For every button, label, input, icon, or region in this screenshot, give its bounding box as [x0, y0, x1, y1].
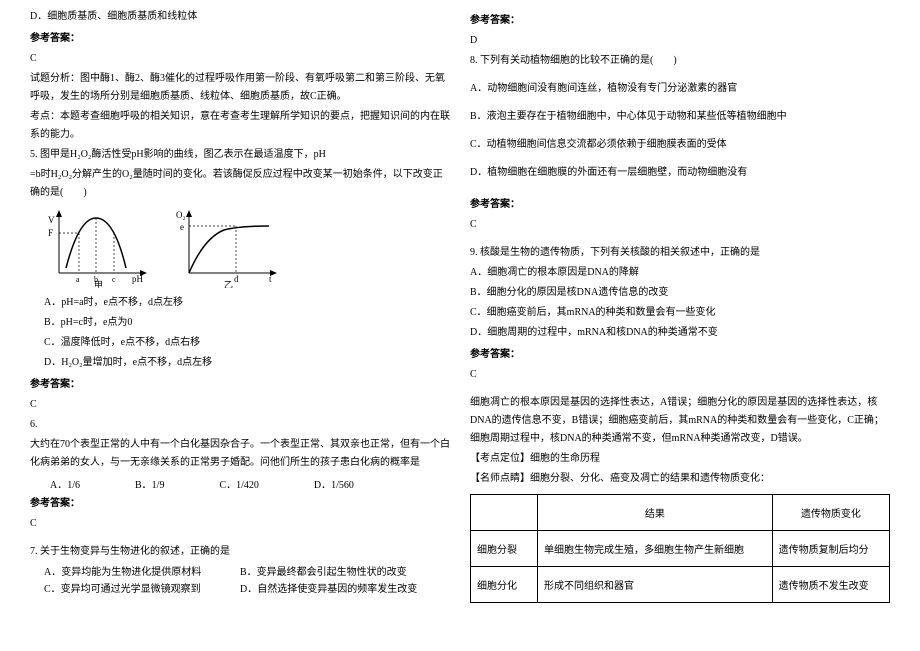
q9-option-d: D．细胞周期的过程中，mRNA和核DNA的种类通常不变 [470, 324, 890, 342]
q9-analysis: 细胞凋亡的根本原因是基因的选择性表达，A错误；细胞分化的原因是基因的选择性表达，… [470, 394, 890, 448]
q8-stem: 8. 下列有关动植物细胞的比较不正确的是( ) [470, 52, 890, 70]
result-table: 结果 遗传物质变化 细胞分裂 单细胞生物完成生殖，多细胞生物产生新细胞 遗传物质… [470, 494, 890, 603]
right-column: 参考答案： D 8. 下列有关动植物细胞的比较不正确的是( ) A．动物细胞间没… [460, 8, 900, 643]
cell-r2c1: 形成不同组织和器官 [538, 567, 773, 603]
svg-text:pH: pH [132, 274, 144, 284]
q5-charts: V F a b c pH 甲 O₂ e d t 乙 [44, 208, 450, 288]
answer-label: 参考答案： [30, 376, 450, 394]
chart-yi: O₂ e d t 乙 [174, 208, 284, 288]
q4-analysis: 试题分析：图中酶1、酶2、酶3催化的过程呼吸作用第一阶段、有氧呼吸第二和第三阶段… [30, 70, 450, 106]
q6-option-d: D．1/560 [314, 476, 354, 491]
table-row: 细胞分化 形成不同组织和器官 遗传物质不发生改变 [471, 567, 890, 603]
q5-stem-1: 5. 图甲是H₂O₂酶活性受pH影响的曲线，图乙表示在最适温度下，pH [30, 146, 450, 164]
q7-option-b: B．变异最终都会引起生物性状的改变 [240, 563, 450, 578]
q4-option-d: D．细胞质基质、细胞质基质和线粒体 [30, 8, 450, 26]
svg-text:a: a [76, 275, 80, 284]
q4-answer: C [30, 50, 450, 68]
cell-r1c2: 遗传物质复制后均分 [772, 531, 889, 567]
q5-option-b: B．pH=c时，e点为0 [30, 314, 450, 332]
q5-option-d: D．H₂O₂量增加时，e点不移，d点左移 [30, 354, 450, 372]
cell-r1c0: 细胞分裂 [471, 531, 538, 567]
answer-label: 参考答案： [30, 495, 450, 513]
q9-answer: C [470, 366, 890, 384]
chart2-d: d [234, 274, 239, 284]
q7-option-a: A．变异均能为生物进化提供原材料 [30, 563, 240, 578]
cell-r2c2: 遗传物质不发生改变 [772, 567, 889, 603]
left-column: D．细胞质基质、细胞质基质和线粒体 参考答案： C 试题分析：图中酶1、酶2、酶… [20, 8, 460, 643]
answer-label: 参考答案： [470, 196, 890, 214]
cell-r1c1: 单细胞生物完成生殖，多细胞生物产生新细胞 [538, 531, 773, 567]
chart2-title: 乙 [224, 280, 233, 288]
q7-options-row1: A．变异均能为生物进化提供原材料 B．变异最终都会引起生物性状的改变 [30, 563, 450, 578]
q7-stem: 7. 关于生物变异与生物进化的叙述，正确的是 [30, 543, 450, 561]
q6-option-a: A．1/6 [50, 476, 80, 491]
q9-stem: 9. 核酸是生物的遗传物质，下列有关核酸的相关叙述中，正确的是 [470, 244, 890, 262]
q7-options-row2: C．变异均可通过光学显微镜观察到 D．自然选择使变异基因的频率发生改变 [30, 580, 450, 595]
q9-point: 【考点定位】细胞的生命历程 [470, 450, 890, 468]
q8-option-b: B．液泡主要存在于植物细胞中，中心体见于动物和某些低等植物细胞中 [470, 108, 890, 126]
q8-option-d: D．植物细胞在细胞膜的外面还有一层细胞壁，而动物细胞没有 [470, 164, 890, 182]
q5-stem-2: =b时H₂O₂分解产生的O₂量随时间的变化。若该酶促反应过程中改变某一初始条件，… [30, 166, 450, 202]
chart1-title: 甲 [94, 280, 103, 288]
table-header-change: 遗传物质变化 [772, 495, 889, 531]
q6-answer: C [30, 515, 450, 533]
answer-label: 参考答案： [470, 346, 890, 364]
chart2-e: e [180, 222, 184, 232]
table-row: 细胞分裂 单细胞生物完成生殖，多细胞生物产生新细胞 遗传物质复制后均分 [471, 531, 890, 567]
q9-option-c: C．细胞癌变前后，其mRNA的种类和数量会有一些变化 [470, 304, 890, 322]
cell-r2c0: 细胞分化 [471, 567, 538, 603]
q6-option-c: C．1/420 [219, 476, 258, 491]
svg-text:t: t [269, 274, 272, 284]
q9-option-b: B．细胞分化的原因是核DNA遗传信息的改变 [470, 284, 890, 302]
q5-option-c: C．温度降低时，e点不移，d点右移 [30, 334, 450, 352]
answer-label: 参考答案： [470, 12, 890, 30]
q9-teacher-note: 【名师点睛】细胞分裂、分化、癌变及凋亡的结果和遗传物质变化： [470, 470, 890, 488]
q8-answer: C [470, 216, 890, 234]
chart-jia: V F a b c pH 甲 [44, 208, 154, 288]
answer-label: 参考答案： [30, 30, 450, 48]
q6-stem: 大约在70个表型正常的人中有一个白化基因杂合子。一个表型正常、其双亲也正常，但有… [30, 436, 450, 472]
q5-answer: C [30, 396, 450, 414]
q8-option-c: C．动植物细胞间信息交流都必须依赖于细胞膜表面的受体 [470, 136, 890, 154]
svg-text:c: c [112, 275, 116, 284]
q6-option-b: B．1/9 [135, 476, 164, 491]
chart1-y-label: V [48, 215, 55, 225]
q7-answer: D [470, 32, 890, 50]
chart2-y-label: O₂ [176, 210, 186, 220]
q6-number: 6. [30, 416, 450, 434]
svg-text:F: F [48, 228, 53, 238]
table-header-result: 结果 [538, 495, 773, 531]
q7-option-d: D．自然选择使变异基因的频率发生改变 [240, 580, 450, 595]
q8-option-a: A．动物细胞间没有胞间连丝，植物没有专门分泌激素的器官 [470, 80, 890, 98]
q6-options: A．1/6 B．1/9 C．1/420 D．1/560 [30, 476, 450, 491]
q9-option-a: A．细胞凋亡的根本原因是DNA的降解 [470, 264, 890, 282]
q4-point: 考点：本题考查细胞呼吸的相关知识，意在考查考生理解所学知识的要点，把握知识间的内… [30, 108, 450, 144]
table-row: 结果 遗传物质变化 [471, 495, 890, 531]
q7-option-c: C．变异均可通过光学显微镜观察到 [30, 580, 240, 595]
q5-option-a: A．pH=a时，e点不移，d点左移 [30, 294, 450, 312]
